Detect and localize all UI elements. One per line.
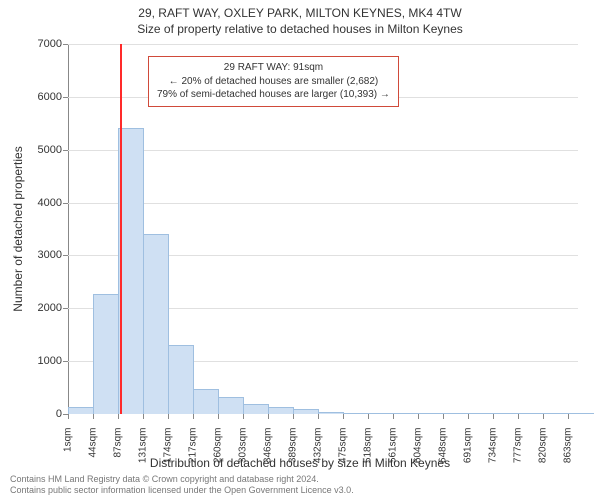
x-tick-mark	[293, 414, 294, 419]
x-tick-label: 131sqm	[138, 428, 149, 478]
x-tick-label: 217sqm	[188, 428, 199, 478]
histogram-bar	[168, 345, 194, 414]
x-tick-label: 820sqm	[538, 428, 549, 478]
footer-line2: Contains public sector information licen…	[10, 485, 354, 496]
y-axis-title: Number of detached properties	[11, 146, 25, 311]
histogram-chart: 29 RAFT WAY: 91sqm ← 20% of detached hou…	[68, 44, 578, 414]
x-tick-mark	[368, 414, 369, 419]
histogram-bar	[243, 404, 269, 415]
histogram-bar	[318, 412, 344, 414]
x-tick-mark	[493, 414, 494, 419]
histogram-bar	[193, 389, 219, 414]
y-tick-mark	[63, 361, 68, 362]
x-tick-label: 174sqm	[163, 428, 174, 478]
x-tick-label: 432sqm	[313, 428, 324, 478]
x-tick-mark	[318, 414, 319, 419]
x-tick-label: 260sqm	[213, 428, 224, 478]
chart-title: Size of property relative to detached ho…	[0, 22, 600, 36]
footer-attribution: Contains HM Land Registry data © Crown c…	[10, 474, 354, 497]
x-tick-label: 734sqm	[488, 428, 499, 478]
x-tick-mark	[218, 414, 219, 419]
histogram-bar	[568, 413, 594, 415]
x-tick-label: 518sqm	[362, 428, 373, 478]
histogram-bar	[143, 234, 169, 414]
histogram-bar	[468, 413, 494, 415]
histogram-bar	[543, 413, 569, 415]
x-tick-mark	[468, 414, 469, 419]
property-marker-line	[120, 44, 122, 414]
x-tick-mark	[243, 414, 244, 419]
histogram-bar	[218, 397, 244, 414]
chart-supertitle: 29, RAFT WAY, OXLEY PARK, MILTON KEYNES,…	[0, 6, 600, 20]
y-tick-label: 1000	[22, 355, 62, 367]
x-tick-mark	[343, 414, 344, 419]
histogram-bar	[443, 413, 469, 415]
x-tick-mark	[193, 414, 194, 419]
x-tick-mark	[143, 414, 144, 419]
y-tick-label: 2000	[22, 302, 62, 314]
y-tick-mark	[63, 203, 68, 204]
y-tick-mark	[63, 97, 68, 98]
x-tick-mark	[118, 414, 119, 419]
histogram-bar	[368, 413, 394, 415]
x-tick-label: 303sqm	[238, 428, 249, 478]
x-tick-mark	[93, 414, 94, 419]
callout-line1: 29 RAFT WAY: 91sqm	[157, 61, 390, 75]
histogram-bar	[343, 413, 369, 415]
x-axis-title: Distribution of detached houses by size …	[0, 456, 600, 470]
x-tick-label: 691sqm	[463, 428, 474, 478]
x-tick-label: 346sqm	[263, 428, 274, 478]
x-tick-mark	[518, 414, 519, 419]
x-tick-mark	[68, 414, 69, 419]
y-tick-mark	[63, 44, 68, 45]
histogram-bar	[493, 413, 519, 415]
callout-line2: ← 20% of detached houses are smaller (2,…	[157, 75, 390, 89]
y-tick-mark	[63, 150, 68, 151]
y-tick-label: 5000	[22, 144, 62, 156]
histogram-bar	[68, 407, 94, 414]
x-tick-label: 475sqm	[338, 428, 349, 478]
grid-line	[68, 150, 578, 151]
y-tick-label: 7000	[22, 38, 62, 50]
x-tick-mark	[168, 414, 169, 419]
y-tick-label: 3000	[22, 249, 62, 261]
footer-line1: Contains HM Land Registry data © Crown c…	[10, 474, 354, 485]
x-tick-mark	[393, 414, 394, 419]
callout-box: 29 RAFT WAY: 91sqm ← 20% of detached hou…	[148, 56, 399, 107]
x-tick-label: 389sqm	[288, 428, 299, 478]
x-tick-mark	[568, 414, 569, 419]
y-tick-label: 0	[22, 408, 62, 420]
histogram-bar	[518, 413, 544, 415]
histogram-bar	[393, 413, 419, 415]
histogram-bar	[418, 413, 444, 415]
x-tick-label: 863sqm	[563, 428, 574, 478]
x-tick-mark	[443, 414, 444, 419]
x-tick-label: 87sqm	[112, 428, 123, 478]
x-tick-label: 1sqm	[63, 428, 74, 478]
y-tick-label: 4000	[22, 197, 62, 209]
x-tick-mark	[268, 414, 269, 419]
grid-line	[68, 44, 578, 45]
x-tick-mark	[543, 414, 544, 419]
grid-line	[68, 203, 578, 204]
histogram-bar	[293, 409, 319, 414]
chart-container: 29, RAFT WAY, OXLEY PARK, MILTON KEYNES,…	[0, 0, 600, 500]
x-tick-label: 648sqm	[438, 428, 449, 478]
y-tick-mark	[63, 308, 68, 309]
x-tick-label: 777sqm	[513, 428, 524, 478]
histogram-bar	[118, 128, 144, 414]
histogram-bar	[93, 294, 119, 414]
y-tick-label: 6000	[22, 91, 62, 103]
y-tick-mark	[63, 255, 68, 256]
x-tick-label: 44sqm	[87, 428, 98, 478]
x-tick-mark	[418, 414, 419, 419]
x-tick-label: 561sqm	[387, 428, 398, 478]
callout-line3: 79% of semi-detached houses are larger (…	[157, 88, 390, 102]
y-axis-line	[68, 44, 69, 414]
x-tick-label: 604sqm	[412, 428, 423, 478]
histogram-bar	[268, 407, 294, 414]
